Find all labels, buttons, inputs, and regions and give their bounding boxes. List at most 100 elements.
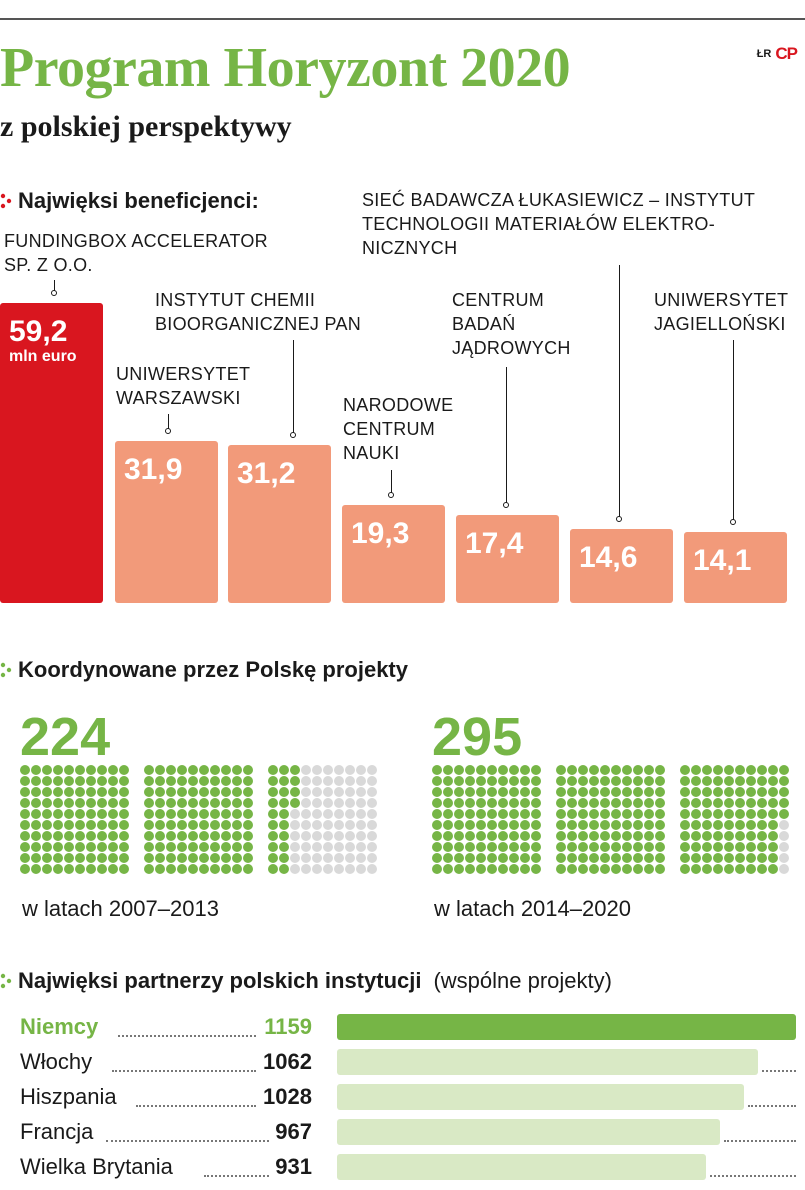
waffle-dot-empty (323, 820, 333, 830)
waffle-dot-filled (691, 798, 701, 808)
partners-title: Najwięksi partnerzy polskich instytucji (18, 968, 422, 993)
waffle-dot-filled (20, 820, 30, 830)
waffle-dot-filled (567, 842, 577, 852)
waffle-dot-filled (188, 787, 198, 797)
waffle-dot-filled (520, 842, 530, 852)
waffle-dot-filled (31, 798, 41, 808)
bar-category-label: NICZNYCH (362, 238, 458, 258)
waffle-dot-filled (509, 809, 519, 819)
bar-category-label: CENTRUM (452, 290, 545, 310)
waffle-dot-filled (589, 853, 599, 863)
waffle-dot-filled (779, 809, 789, 819)
waffle-dot-filled (64, 820, 74, 830)
bar-category-label: FUNDINGBOX ACCELERATOR (4, 231, 268, 251)
waffle-dot-filled (20, 831, 30, 841)
waffle-dot-empty (345, 809, 355, 819)
waffle-dot-filled (702, 842, 712, 852)
waffle-dot-filled (268, 765, 278, 775)
waffle-dot-filled (713, 864, 723, 874)
bar-beneficiary (115, 441, 218, 603)
waffle-dot-filled (644, 864, 654, 874)
waffle-dot-filled (119, 798, 129, 808)
waffle-dot-filled (622, 787, 632, 797)
waffle-dot-filled (498, 820, 508, 830)
waffle-dot-filled (155, 831, 165, 841)
waffle-dot-filled (199, 864, 209, 874)
waffle-dot-empty (345, 842, 355, 852)
waffle-dot-filled (589, 864, 599, 874)
waffle-dot-filled (97, 831, 107, 841)
connector-dot (616, 516, 622, 522)
label-connector (168, 414, 169, 431)
waffle-dot-filled (97, 853, 107, 863)
waffle-dot-filled (498, 787, 508, 797)
waffle-dot-empty (779, 853, 789, 863)
waffle-dot-filled (86, 831, 96, 841)
waffle-dot-filled (97, 820, 107, 830)
partner-bar (337, 1049, 758, 1075)
waffle-dot-filled (232, 798, 242, 808)
waffle-dot-empty (334, 798, 344, 808)
waffle-dot-filled (633, 809, 643, 819)
waffle-dot-filled (177, 798, 187, 808)
waffle-dot-filled (166, 776, 176, 786)
waffle-dot-empty (334, 864, 344, 874)
waffle-dot-filled (243, 765, 253, 775)
waffle-dot-filled (166, 809, 176, 819)
waffle-dot-filled (42, 831, 52, 841)
waffle-dot-filled (279, 765, 289, 775)
waffle-dot-filled (735, 842, 745, 852)
waffle-dot-filled (108, 864, 118, 874)
connector-dot (503, 502, 509, 508)
waffle-dot-filled (487, 820, 497, 830)
waffle-dot-filled (443, 864, 453, 874)
waffle-dot-filled (611, 776, 621, 786)
waffle-dot-filled (221, 842, 231, 852)
partner-bar (337, 1154, 706, 1180)
waffle-dot-filled (432, 787, 442, 797)
waffle-dot-filled (166, 765, 176, 775)
waffle-dot-filled (509, 853, 519, 863)
waffle-dot-empty (356, 864, 366, 874)
waffle-dot-filled (746, 765, 756, 775)
waffle-dot-filled (600, 798, 610, 808)
waffle-dot-empty (323, 809, 333, 819)
waffle-dot-filled (86, 853, 96, 863)
waffle-dot-filled (20, 776, 30, 786)
waffle-dot-filled (210, 809, 220, 819)
waffle-dot-filled (97, 842, 107, 852)
waffle-dot-empty (312, 864, 322, 874)
bar-category-label: UNIWERSYTET (654, 290, 789, 310)
waffle-dot-empty (367, 809, 377, 819)
waffle-dot-filled (556, 787, 566, 797)
waffle-dot-filled (531, 853, 541, 863)
waffle-dot-filled (520, 787, 530, 797)
waffle-dot-filled (232, 864, 242, 874)
waffle-dot-filled (432, 765, 442, 775)
waffle-dot-filled (86, 864, 96, 874)
waffle-dot-filled (20, 765, 30, 775)
waffle-dot-filled (476, 809, 486, 819)
waffle-dot-empty (367, 765, 377, 775)
waffle-dot-filled (53, 765, 63, 775)
connector-dot (165, 428, 171, 434)
waffle-dot-filled (487, 776, 497, 786)
waffle-dot-filled (531, 820, 541, 830)
bar-beneficiary (228, 445, 331, 603)
beneficiaries-title: Najwięksi beneficjenci: (18, 188, 259, 213)
waffle-dot-empty (301, 831, 311, 841)
waffle-dot-filled (75, 776, 85, 786)
waffle-dot-filled (75, 864, 85, 874)
waffle-dot-filled (232, 842, 242, 852)
waffle-dot-filled (691, 864, 701, 874)
waffle-dot-filled (724, 809, 734, 819)
bar-value-label: 59,2 (9, 315, 68, 348)
waffle-dot-filled (531, 831, 541, 841)
waffle-dot-filled (622, 842, 632, 852)
waffle-dot-empty (779, 831, 789, 841)
waffle-dot-filled (166, 798, 176, 808)
waffle-dot-empty (323, 831, 333, 841)
waffle-dot-filled (144, 864, 154, 874)
bar-beneficiary (0, 303, 103, 603)
waffle-dot-filled (680, 831, 690, 841)
